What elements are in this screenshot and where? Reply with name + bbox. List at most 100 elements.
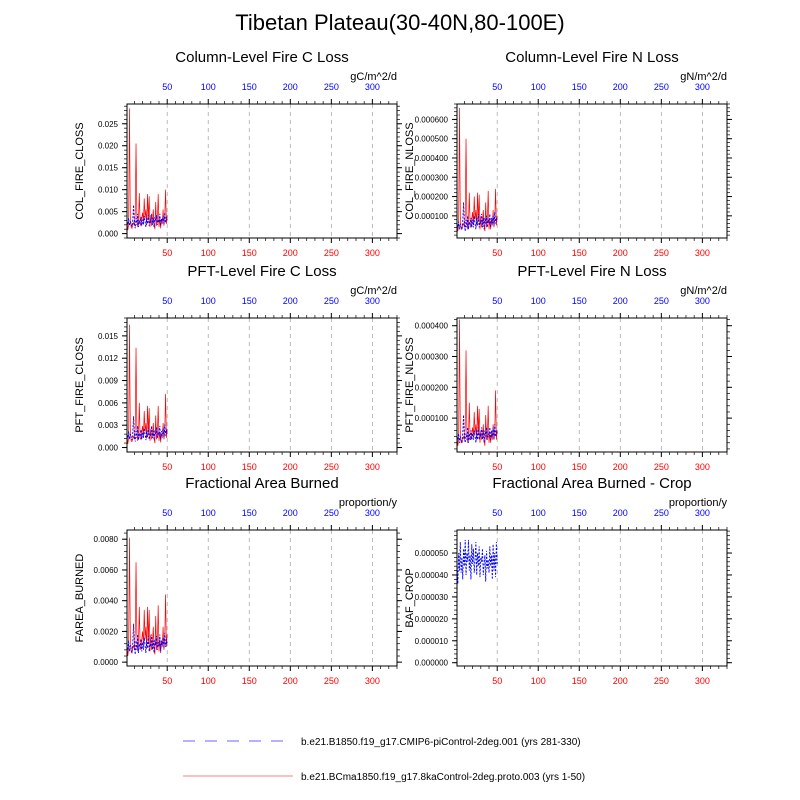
x-tick-label: 300 (695, 248, 710, 258)
x-tick-label-top: 300 (365, 296, 380, 306)
x-tick-label-top: 200 (613, 82, 628, 92)
series-line-ref (126, 205, 168, 229)
y-tick-label: 0.003 (98, 421, 119, 430)
series-line-ref (456, 539, 498, 584)
panel-title: Fractional Area Burned - Crop (492, 475, 691, 492)
x-tick-label-top: 100 (201, 296, 216, 306)
y-tick-label: 0.0020 (94, 627, 119, 636)
y-tick-label: 0.006 (98, 399, 119, 408)
series-line-case (456, 107, 498, 232)
x-tick-label: 200 (613, 462, 628, 472)
x-tick-label-top: 50 (492, 508, 502, 518)
x-tick-label-top: 200 (283, 82, 298, 92)
x-tick-label-top: 300 (695, 82, 710, 92)
x-tick-label: 50 (162, 462, 172, 472)
x-tick-label: 300 (365, 462, 380, 472)
y-tick-label: 0.0000 (94, 658, 119, 667)
legend-label-case: b.e21.BCma1850.f19_g17.8kaControl-2deg.p… (301, 772, 585, 783)
y-tick-label: 0.000600 (415, 115, 449, 124)
main-title: Tibetan Plateau(30-40N,80-100E) (235, 10, 565, 35)
x-tick-label: 250 (324, 676, 339, 686)
x-tick-label: 150 (242, 248, 257, 258)
x-tick-label: 50 (162, 676, 172, 686)
series-line-ref (456, 415, 498, 443)
x-tick-label-top: 150 (242, 296, 257, 306)
y-tick-label: 0.0060 (94, 566, 119, 575)
y-tick-label: 0.000400 (415, 322, 449, 331)
x-tick-label: 200 (613, 248, 628, 258)
plot-frame (126, 103, 398, 239)
series-line-case (456, 319, 498, 446)
y-tick-label: 0.010 (98, 186, 119, 195)
x-tick-label-top: 150 (242, 82, 257, 92)
panel-title: Column-Level Fire N Loss (505, 49, 678, 66)
chart-panel-6: Fractional Area Burned - Crop proportion/… (404, 475, 732, 686)
x-tick-label: 250 (324, 248, 339, 258)
legend: b.e21.B1850.f19_g17.CMIP6-piControl-2deg… (183, 737, 585, 783)
x-tick-label-top: 150 (572, 508, 587, 518)
x-tick-label-top: 250 (324, 82, 339, 92)
x-tick-label-top: 200 (283, 508, 298, 518)
y-tick-label: 0.000100 (415, 212, 449, 221)
x-tick-label-top: 200 (613, 296, 628, 306)
plot-frame (456, 317, 728, 453)
plot-frame (456, 103, 728, 239)
x-tick-label: 150 (572, 676, 587, 686)
y-axis-label: COL_FIRE_CLOSS (74, 122, 86, 219)
x-tick-label: 50 (162, 248, 172, 258)
units-label: gC/m^2/d (350, 71, 397, 83)
x-tick-label-top: 150 (572, 296, 587, 306)
x-tick-label: 150 (242, 462, 257, 472)
y-axis-label: PFT_FIRE_CLOSS (74, 337, 86, 432)
x-tick-label: 300 (365, 676, 380, 686)
x-tick-label: 300 (365, 248, 380, 258)
x-tick-label-top: 100 (531, 296, 546, 306)
y-axis-label: BAF_CROP (404, 568, 416, 627)
plot-frame (456, 529, 728, 667)
y-tick-label: 0.000020 (415, 615, 449, 624)
y-tick-label: 0.000400 (415, 154, 449, 163)
x-tick-label: 100 (531, 676, 546, 686)
x-tick-label: 200 (283, 462, 298, 472)
x-tick-label: 200 (613, 676, 628, 686)
x-tick-label: 250 (654, 676, 669, 686)
x-tick-label-top: 300 (695, 508, 710, 518)
y-tick-label: 0.0040 (94, 597, 119, 606)
x-tick-label-top: 200 (613, 508, 628, 518)
legend-label-reference: b.e21.B1850.f19_g17.CMIP6-piControl-2deg… (301, 737, 581, 748)
x-tick-label-top: 300 (365, 508, 380, 518)
y-tick-label: 0.000 (98, 230, 119, 239)
x-tick-label-top: 50 (492, 296, 502, 306)
series-line-case (126, 537, 168, 657)
chart-panels: Column-Level Fire C LossgC/m^2/dCOL_FIRE… (74, 49, 732, 686)
x-tick-label: 200 (283, 248, 298, 258)
y-axis-label: PFT_FIRE_NLOSS (404, 337, 416, 432)
x-tick-label: 150 (242, 676, 257, 686)
y-tick-label: 0.000030 (415, 593, 449, 602)
x-tick-label: 100 (201, 248, 216, 258)
series-line-case (126, 324, 168, 444)
x-tick-label-top: 100 (201, 82, 216, 92)
x-tick-label-top: 100 (201, 508, 216, 518)
y-tick-label: 0.015 (98, 332, 119, 341)
y-tick-label: 0.000300 (415, 173, 449, 182)
y-tick-label: 0.000050 (415, 549, 449, 558)
panel-title: Fractional Area Burned (185, 475, 338, 492)
x-tick-label-top: 250 (324, 508, 339, 518)
x-tick-label-top: 50 (162, 82, 172, 92)
series-line-ref (126, 416, 168, 442)
plot-frame (126, 529, 398, 667)
y-tick-label: 0.020 (98, 142, 119, 151)
x-tick-label-top: 50 (162, 508, 172, 518)
x-tick-label-top: 300 (695, 296, 710, 306)
x-tick-label: 50 (492, 676, 502, 686)
y-tick-label: 0.009 (98, 377, 119, 386)
x-tick-label-top: 250 (324, 296, 339, 306)
chart-panel-4: PFT-Level Fire N Loss gN/m^2/d PFT_FIRE_NL… (404, 263, 732, 472)
units-label: proportion/y (339, 497, 398, 509)
x-tick-label: 50 (492, 462, 502, 472)
x-tick-label-top: 100 (531, 508, 546, 518)
